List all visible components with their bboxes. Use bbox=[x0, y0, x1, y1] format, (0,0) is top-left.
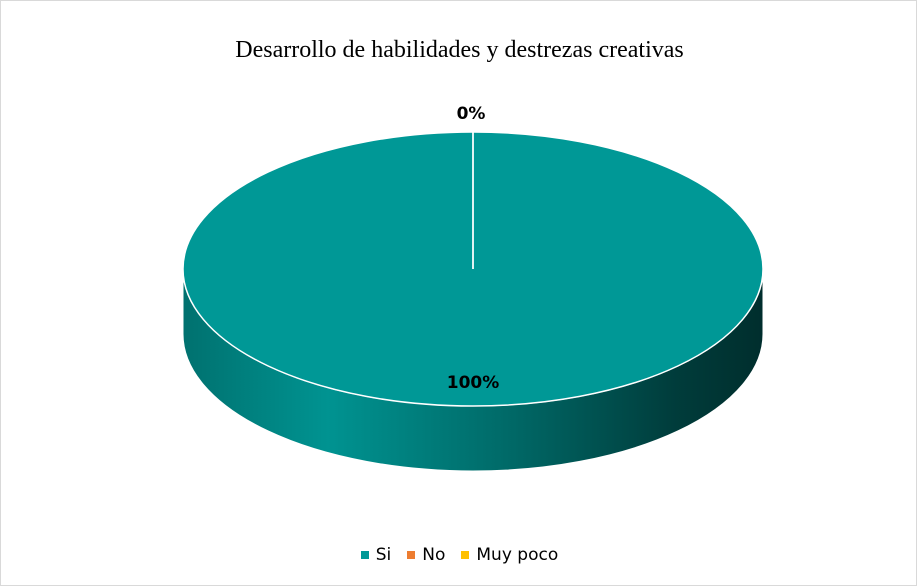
legend: Si No Muy poco bbox=[1, 545, 917, 565]
legend-item-si: Si bbox=[360, 545, 392, 565]
legend-item-muy-poco: Muy poco bbox=[461, 545, 558, 565]
legend-swatch-si bbox=[360, 551, 369, 559]
legend-swatch-muy-poco bbox=[461, 551, 470, 559]
chart-title: Desarrollo de habilidades y destrezas cr… bbox=[235, 37, 684, 63]
legend-label-no: No bbox=[422, 545, 446, 565]
data-label-si: 100% bbox=[447, 373, 500, 393]
legend-item-no: No bbox=[407, 545, 445, 565]
data-label-no: 0% bbox=[457, 104, 486, 124]
legend-label-si: Si bbox=[375, 545, 392, 565]
legend-label-muy-poco: Muy poco bbox=[476, 545, 559, 565]
legend-swatch-no bbox=[407, 551, 416, 559]
